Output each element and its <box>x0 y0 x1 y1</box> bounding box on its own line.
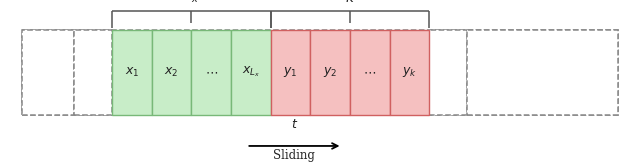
Bar <box>429 30 467 115</box>
Bar <box>22 30 618 115</box>
Text: $L_x$: $L_x$ <box>184 0 199 5</box>
Bar <box>310 30 350 115</box>
Text: $\cdots$: $\cdots$ <box>364 66 376 79</box>
Bar <box>74 30 112 115</box>
Bar <box>152 30 191 115</box>
Text: $x_{L_x}$: $x_{L_x}$ <box>242 65 260 79</box>
Bar <box>191 30 231 115</box>
Text: $x_1$: $x_1$ <box>125 66 139 79</box>
Bar <box>350 30 390 115</box>
Bar <box>22 30 74 115</box>
Text: $y_1$: $y_1$ <box>284 65 298 79</box>
Bar <box>467 30 618 115</box>
Text: $x_2$: $x_2$ <box>164 66 179 79</box>
Bar <box>271 30 310 115</box>
Text: $k$: $k$ <box>345 0 355 5</box>
Bar <box>112 30 152 115</box>
Bar <box>231 30 271 115</box>
Text: $\cdots$: $\cdots$ <box>205 66 218 79</box>
Text: $y_2$: $y_2$ <box>323 65 337 79</box>
Text: Sliding: Sliding <box>273 149 316 162</box>
Text: $y_k$: $y_k$ <box>402 65 417 79</box>
Bar <box>390 30 429 115</box>
Text: $t$: $t$ <box>291 118 298 131</box>
